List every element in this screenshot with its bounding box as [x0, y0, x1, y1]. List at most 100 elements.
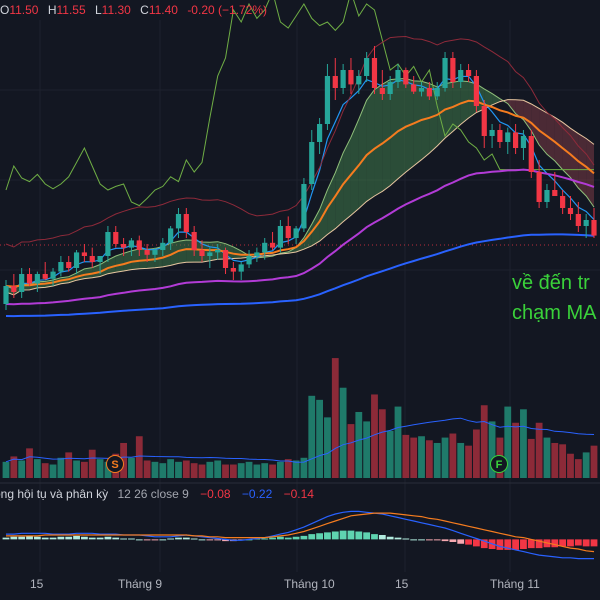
- macd-hist-bar: [33, 536, 41, 540]
- volume-bar: [488, 421, 496, 478]
- macd-hist-bar: [378, 535, 386, 540]
- macd-hist-bar: [135, 539, 143, 541]
- cloud-segment: [554, 117, 563, 170]
- candle-body: [387, 82, 393, 94]
- cloud-segment: [100, 259, 108, 277]
- conversion-line: [5, 35, 595, 248]
- open-value: 11.50: [9, 3, 39, 17]
- volume-histogram: [2, 358, 598, 478]
- macd-hist-bar: [449, 539, 457, 542]
- volume-bar: [520, 409, 527, 478]
- macd-hist-bar: [535, 539, 543, 549]
- macd-hist-bar: [551, 539, 559, 548]
- macd-hist-bar: [386, 536, 394, 540]
- candle-body: [544, 190, 550, 202]
- candle-body: [513, 132, 519, 148]
- candle-body: [324, 76, 331, 124]
- x-tick-label: 15: [30, 577, 44, 591]
- candle-body: [66, 262, 72, 268]
- macd-hist-bar: [104, 536, 112, 540]
- volume-bar: [567, 453, 574, 478]
- volume-bar: [386, 430, 394, 478]
- candle-body: [371, 58, 378, 88]
- candle-body: [403, 70, 409, 85]
- macd-hist-bar: [308, 534, 316, 540]
- candle-body: [481, 106, 487, 136]
- candle-body: [552, 190, 558, 196]
- volume-bar: [269, 464, 276, 478]
- volume-bar: [590, 445, 598, 478]
- candle-body: [364, 58, 370, 76]
- volume-bar: [457, 442, 465, 478]
- volume-bar: [253, 464, 261, 478]
- cloud-segment: [531, 103, 540, 145]
- volume-bar: [151, 461, 159, 478]
- candle-body: [215, 250, 221, 253]
- candle-body: [301, 184, 307, 229]
- macd-title: ộng hội tụ và phân kỳ: [0, 487, 109, 501]
- volume-bar: [88, 449, 96, 478]
- candle-body: [560, 196, 566, 208]
- candle-body: [465, 70, 472, 76]
- low-label: L: [94, 3, 102, 17]
- macd-line-value: −0.22: [241, 487, 273, 501]
- macd-hist-bar: [198, 539, 206, 541]
- candle-body: [222, 250, 229, 268]
- volume-bar: [245, 461, 253, 478]
- volume-bar: [449, 433, 457, 478]
- cloud-segment: [233, 246, 242, 259]
- cloud-segment: [76, 268, 85, 281]
- macd-hist-bar: [574, 539, 582, 546]
- macd-pane: [2, 510, 598, 560]
- macd-hist-bar: [300, 535, 308, 540]
- volume-bar: [237, 463, 245, 478]
- macd-hist-bar: [559, 539, 567, 547]
- financials-event-badge[interactable]: F: [490, 455, 508, 473]
- annotation-line-1: về đến tr: [512, 272, 590, 294]
- candle-body: [591, 220, 597, 236]
- volume-bar: [292, 460, 300, 478]
- macd-hist-bar: [394, 537, 402, 540]
- volume-bar: [175, 461, 182, 478]
- ma-purple-line: [5, 168, 595, 306]
- cloud-segment: [539, 108, 547, 155]
- candle-body: [348, 70, 354, 85]
- candle-body: [458, 70, 464, 82]
- candle-body: [269, 242, 276, 248]
- cloud-segment: [374, 84, 383, 196]
- cloud-segment: [484, 88, 493, 110]
- split-event-badge[interactable]: S: [106, 455, 124, 473]
- macd-hist-bar: [284, 537, 292, 540]
- annotation-line-2: chạm MA: [512, 302, 597, 324]
- low-value: 11.30: [101, 3, 131, 17]
- macd-hist-bar: [331, 531, 339, 540]
- volume-bar: [10, 456, 18, 478]
- volume-bar: [559, 444, 567, 478]
- macd-hist-bar: [206, 539, 214, 541]
- high-value: 11.55: [56, 3, 86, 17]
- volume-bar: [96, 459, 104, 478]
- candle-body: [152, 250, 158, 255]
- volume-bar: [73, 460, 80, 478]
- x-tick-label: Tháng 9: [118, 577, 163, 591]
- volume-bar: [551, 442, 559, 478]
- macd-hist-bar: [441, 539, 449, 542]
- macd-hist-bar: [151, 539, 159, 541]
- macd-hist-bar: [2, 537, 10, 540]
- cloud-segment: [523, 100, 532, 131]
- candle-body: [207, 252, 213, 256]
- macd-hist-bar: [418, 539, 425, 541]
- candle-body: [58, 262, 64, 272]
- cloud-segment: [382, 79, 391, 192]
- macd-hist-bar: [112, 537, 120, 540]
- candle-body: [528, 136, 534, 172]
- macd-hist-bar: [402, 538, 410, 540]
- ma-orange-line: [5, 99, 595, 288]
- macd-hist-bar: [567, 539, 574, 547]
- macd-signal-value: −0.14: [283, 487, 314, 501]
- candle-body: [113, 232, 119, 244]
- candle-body: [230, 268, 236, 272]
- close-label: C: [140, 3, 149, 17]
- cloud-segment: [562, 122, 571, 178]
